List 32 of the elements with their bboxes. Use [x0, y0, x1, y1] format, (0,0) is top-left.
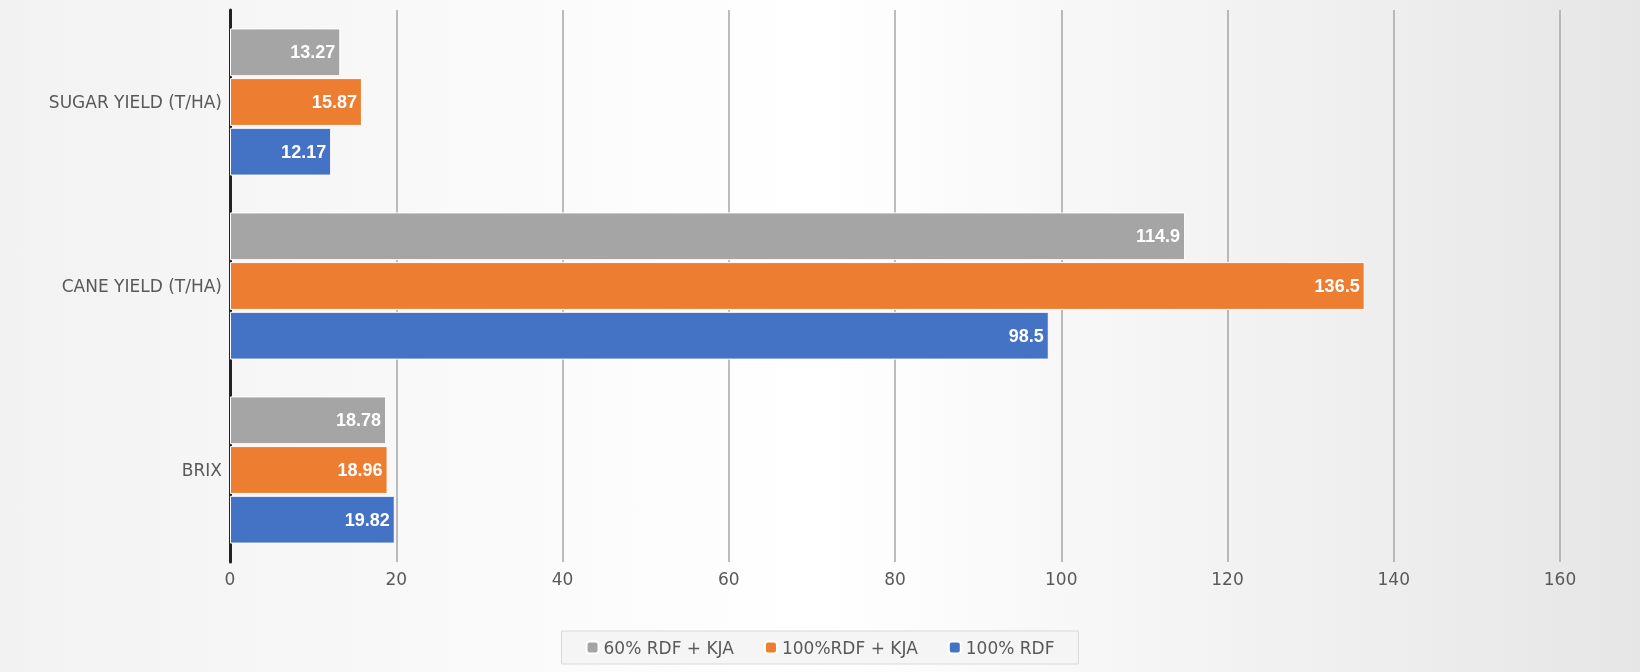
- data-label: 18.96: [337, 460, 383, 480]
- legend-label: 100% RDF: [965, 637, 1055, 658]
- y-tick-label: CANE YIELD (T/HA): [61, 276, 222, 296]
- data-label: 98.5: [1008, 325, 1044, 346]
- data-label: 114.9: [1136, 226, 1181, 247]
- data-label: 136.5: [1314, 276, 1360, 296]
- x-tick-label: 100: [1045, 568, 1078, 589]
- data-label: 15.87: [311, 92, 357, 112]
- x-tick-label: 20: [385, 568, 408, 589]
- bar: [230, 262, 1365, 310]
- x-tick-label: 60: [717, 568, 740, 589]
- legend-label: 100%RDF + KJA: [781, 637, 919, 658]
- x-tick-label: 0: [224, 568, 236, 589]
- bar: [230, 78, 362, 126]
- x-tick-label: 80: [884, 568, 906, 589]
- x-tick-label: 140: [1377, 568, 1410, 589]
- data-label: 19.82: [344, 509, 390, 530]
- y-tick-label: BRIX: [181, 460, 223, 480]
- bar: [230, 396, 387, 445]
- data-label: 13.27: [290, 42, 336, 63]
- x-tick-label: 160: [1543, 568, 1577, 589]
- x-tick-label: 40: [551, 568, 574, 589]
- x-tick-label: 120: [1211, 568, 1244, 589]
- bar: [230, 495, 395, 544]
- bar: [230, 311, 1049, 360]
- data-label: 12.17: [281, 141, 327, 162]
- bar: [230, 28, 341, 77]
- bar: [230, 446, 388, 494]
- legend-label: 60% RDF + KJA: [603, 637, 735, 658]
- data-label: 18.78: [336, 410, 382, 431]
- y-tick-label: SUGAR YIELD (T/HA): [48, 92, 222, 112]
- bar: [230, 127, 332, 176]
